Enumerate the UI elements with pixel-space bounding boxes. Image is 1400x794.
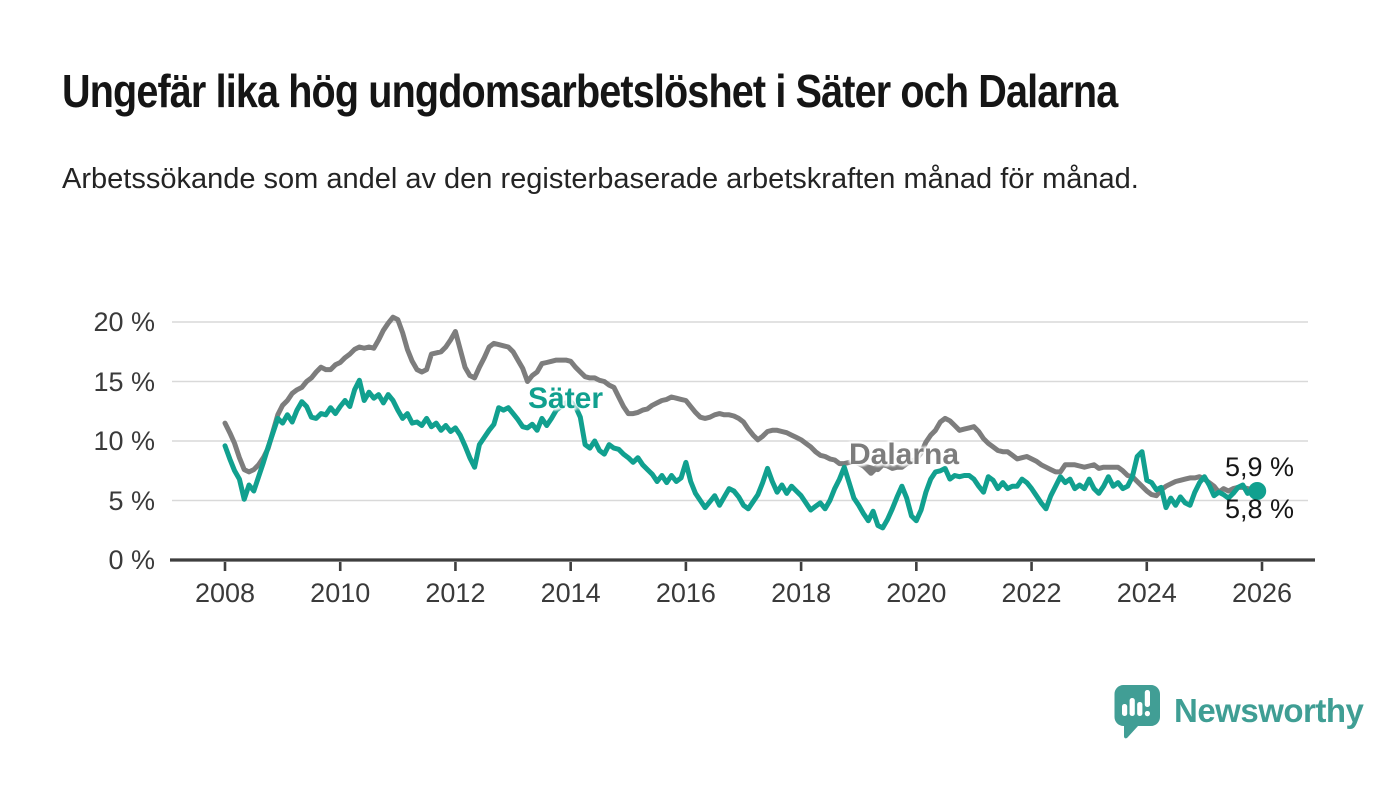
x-axis-label-2020: 2020: [886, 578, 947, 608]
x-axis-label-2012: 2012: [425, 578, 486, 608]
end-value-dalarna: 5,9 %: [1225, 452, 1295, 482]
x-axis-label-2010: 2010: [310, 578, 371, 608]
chart-subtitle: Arbetssökande som andel av den registerb…: [62, 163, 1139, 195]
y-axis-label-15: 15 %: [93, 366, 155, 397]
end-value-sater: 5,8 %: [1225, 494, 1295, 524]
x-axis-label-2026: 2026: [1231, 578, 1293, 608]
x-axis-label-2008: 2008: [194, 578, 256, 608]
dalarna-pointer-chevron-icon: [859, 461, 883, 476]
end-dot-säter: [1248, 482, 1267, 500]
newsworthy-logo: Newsworthy: [1112, 683, 1364, 739]
page-title: Ungefär lika hög ungdomsarbetslöshet i S…: [62, 65, 1118, 117]
series-label-dalarna: Dalarna: [849, 438, 960, 471]
newsworthy-speech-bubble-icon: [1114, 685, 1160, 739]
newsworthy-logo-text: Newsworthy: [1174, 692, 1364, 729]
x-axis-label-2016: 2016: [655, 578, 716, 608]
series-label-sater: Säter: [528, 382, 604, 415]
x-axis-label-2024: 2024: [1116, 578, 1177, 608]
line-säter: [222, 377, 1260, 531]
x-axis-label-2018: 2018: [771, 578, 832, 608]
x-axis-label-2014: 2014: [540, 578, 601, 608]
y-axis-label-10: 10 %: [93, 426, 155, 456]
y-axis-label-5: 5 %: [108, 485, 155, 516]
y-axis-label-0: 0 %: [108, 545, 155, 575]
line-dalarna: [222, 314, 1260, 499]
x-axis-label-2022: 2022: [1001, 578, 1062, 608]
y-axis-label-20: 20 %: [93, 307, 155, 337]
